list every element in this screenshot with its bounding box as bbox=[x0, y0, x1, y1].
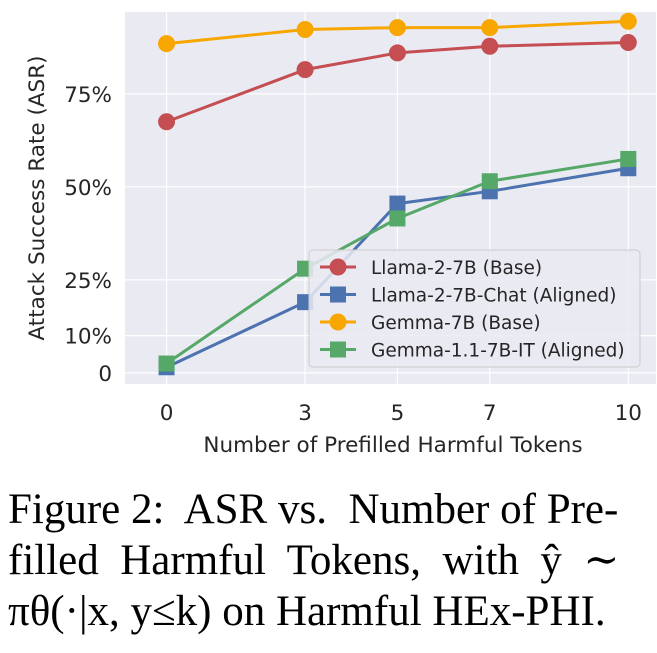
y-tick-label: 75% bbox=[64, 83, 112, 108]
legend-marker bbox=[329, 258, 347, 276]
y-tick-label: 10% bbox=[64, 325, 112, 350]
legend-label: Gemma-1.1-7B-IT (Aligned) bbox=[371, 341, 625, 362]
series bbox=[158, 34, 637, 131]
series-lines bbox=[158, 12, 637, 376]
y-tick-label: 25% bbox=[64, 269, 112, 294]
data-point bbox=[158, 113, 176, 131]
data-point bbox=[296, 20, 314, 38]
series bbox=[158, 12, 637, 53]
data-point bbox=[158, 35, 176, 53]
data-point bbox=[619, 12, 637, 30]
data-point bbox=[388, 44, 406, 62]
asr-line-chart: 0 3 5 7 10 0 10% 25% 50% 75% Number of Prefilled … bbox=[25, 12, 656, 458]
data-point bbox=[481, 173, 498, 190]
caption-line-3: πθ(·|x, y≤k) on Harmful HEx-PHI. bbox=[8, 588, 606, 635]
x-tick-label: 0 bbox=[160, 401, 174, 426]
legend-label: Llama-2-7B (Base) bbox=[371, 258, 542, 279]
chart-figure: 0 3 5 7 10 0 10% 25% 50% 75% Number of Prefilled … bbox=[25, 12, 656, 458]
x-tick-label: 5 bbox=[391, 401, 405, 426]
data-point bbox=[296, 61, 314, 79]
x-tick-label: 3 bbox=[298, 401, 312, 426]
data-point bbox=[619, 34, 637, 52]
data-point bbox=[389, 195, 406, 212]
legend-marker bbox=[330, 341, 346, 358]
x-tick-label: 7 bbox=[483, 401, 497, 426]
data-point bbox=[620, 150, 637, 167]
data-point bbox=[481, 37, 499, 55]
caption-line-2: filled Harmful Tokens, with ŷ ∼ bbox=[8, 537, 620, 584]
x-axis-label: Number of Prefilled Harmful Tokens bbox=[203, 433, 582, 458]
y-tick-label: 0 bbox=[98, 362, 112, 387]
figure-caption: Figure 2: ASR vs. Number of Pre- filled … bbox=[8, 484, 657, 649]
data-point bbox=[481, 19, 499, 37]
data-point bbox=[389, 210, 406, 227]
x-tick-label: 10 bbox=[615, 401, 642, 426]
y-axis-label: Attack Success Rate (ASR) bbox=[25, 55, 50, 340]
legend-label: Gemma-7B (Base) bbox=[371, 313, 541, 334]
legend-box bbox=[308, 249, 641, 368]
data-point bbox=[158, 355, 175, 372]
legend-items: Llama-2-7B (Base) Llama-2-7B-Chat (Aligne… bbox=[320, 258, 625, 362]
data-point bbox=[388, 19, 406, 37]
y-tick-label: 50% bbox=[64, 176, 112, 201]
caption-line-1: Figure 2: ASR vs. Number of Pre- bbox=[8, 486, 619, 533]
legend-marker bbox=[330, 286, 346, 303]
legend: Llama-2-7B (Base) Llama-2-7B-Chat (Aligne… bbox=[308, 249, 641, 368]
legend-label: Llama-2-7B-Chat (Aligned) bbox=[371, 286, 616, 307]
tick-labels: 0 3 5 7 10 0 10% 25% 50% 75% bbox=[64, 83, 642, 426]
legend-marker bbox=[329, 313, 347, 331]
